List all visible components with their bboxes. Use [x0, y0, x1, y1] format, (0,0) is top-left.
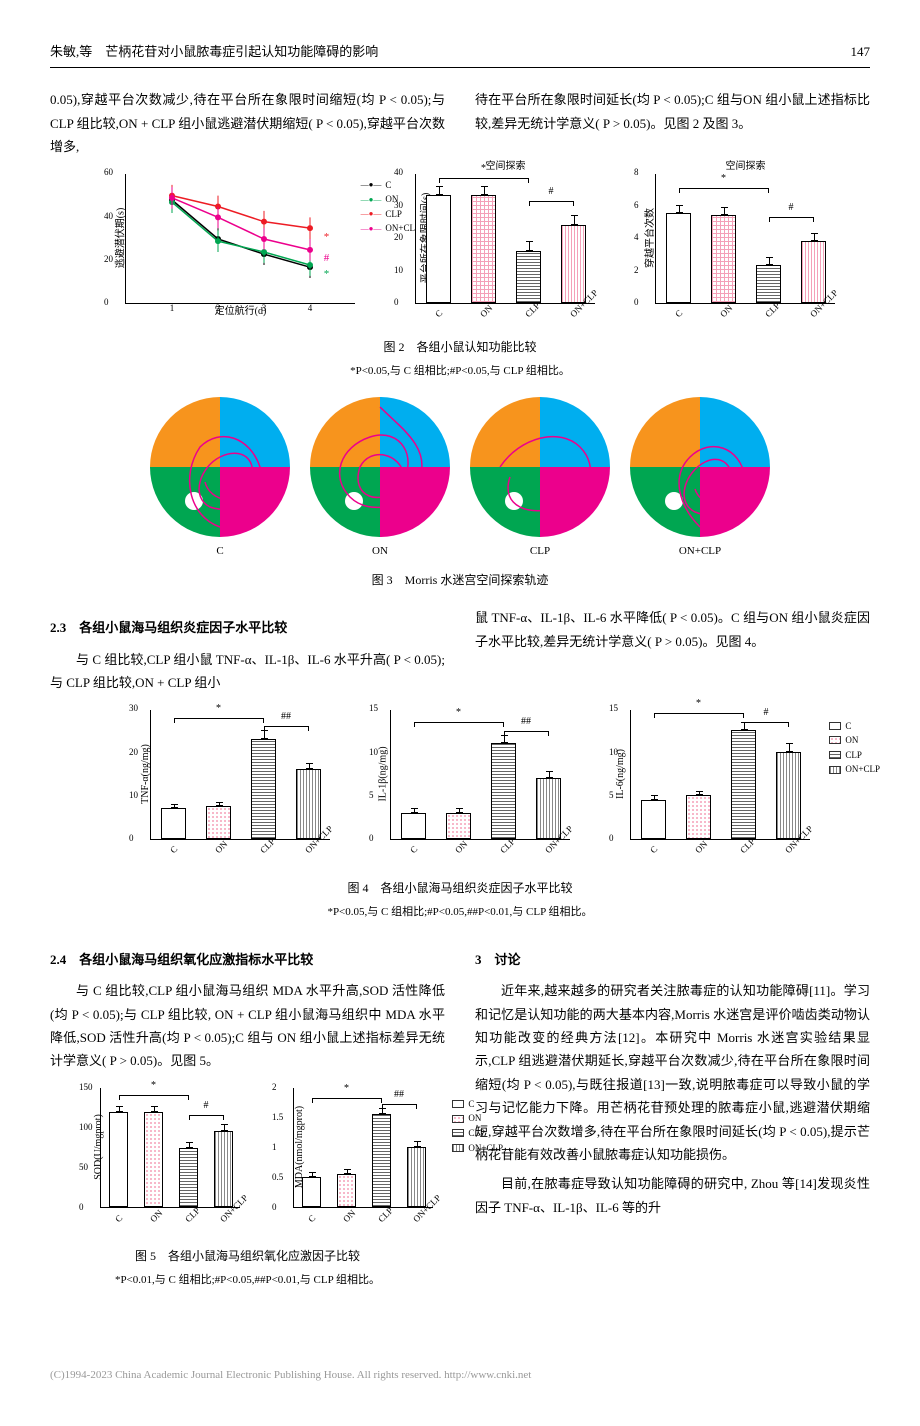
fig3-row: CONCLPON+CLP — [50, 397, 870, 562]
intro-right: 待在平台所在象限时间延长(均 P < 0.05);C 组与ON 组小鼠上述指标比… — [475, 88, 870, 158]
intro-text: 0.05),穿越平台次数减少,待在平台所在象限时间缩短(均 P < 0.05);… — [50, 88, 870, 158]
section-2-4-body: 与 C 组比较,CLP 组小鼠海马组织 MDA 水平升高,SOD 活性降低(均 … — [50, 979, 445, 1073]
fig2-bar-time: 空间探索平台所在象限时间(s)010203040CONCLPON+CLP*# — [415, 174, 595, 304]
section-2-4-heading: 2.4 各组小鼠海马组织氧化应激指标水平比较 — [50, 948, 445, 971]
fig2-row: 逃避潜伏期(s)定位航行(d)02040601234—●—C—●—ON—●—CL… — [50, 174, 870, 329]
fig5-note: *P<0.01,与 C 组相比;#P<0.05,##P<0.01,与 CLP 组… — [50, 1271, 445, 1291]
intro-left: 0.05),穿越平台次数减少,待在平台所在象限时间缩短(均 P < 0.05);… — [50, 88, 445, 158]
fig4-caption: 图 4 各组小鼠海马组织炎症因子水平比较 — [50, 878, 870, 900]
lower-section: 2.4 各组小鼠海马组织氧化应激指标水平比较 与 C 组比较,CLP 组小鼠海马… — [50, 938, 870, 1306]
fig4-row: TNF-α(ng/mg)0102030CONCLPON+CLP*##IL-1β(… — [50, 710, 870, 870]
fig3-caption: 图 3 Morris 水迷宫空间探索轨迹 — [50, 570, 870, 592]
fig2-line-chart: 逃避潜伏期(s)定位航行(d)02040601234—●—C—●—ON—●—CL… — [125, 174, 355, 304]
fig5-row: SOD(U/mgprot)050100150CONCLPON+CLP*#MDA(… — [50, 1088, 445, 1238]
running-title: 朱敏,等 芒柄花苷对小鼠脓毒症引起认知功能障碍的影响 — [50, 40, 378, 63]
fig4-note: *P<0.05,与 C 组相比;#P<0.05,##P<0.01,与 CLP 组… — [50, 903, 870, 923]
fig5-caption: 图 5 各组小鼠海马组织氧化应激因子比较 — [50, 1246, 445, 1268]
section-2-3: 2.3 各组小鼠海马组织炎症因子水平比较 与 C 组比较,CLP 组小鼠 TNF… — [50, 606, 870, 694]
maze-C — [150, 397, 290, 537]
section-2-3-heading: 2.3 各组小鼠海马组织炎症因子水平比较 — [50, 616, 445, 639]
discussion-heading: 3 讨论 — [475, 948, 870, 971]
maze-CLP — [470, 397, 610, 537]
page-header: 朱敏,等 芒柄花苷对小鼠脓毒症引起认知功能障碍的影响 147 — [50, 40, 870, 68]
maze-ON+CLP — [630, 397, 770, 537]
maze-ON — [310, 397, 450, 537]
page-number: 147 — [851, 40, 871, 63]
discussion-body: 近年来,越来越多的研究者关注脓毒症的认知功能障碍[11]。学习和记忆是认知功能的… — [475, 979, 870, 1219]
footer: (C)1994-2023 China Academic Journal Elec… — [50, 1366, 870, 1386]
fig2-bar-cross: 空间探索穿越平台次数02468CONCLPON+CLP*# — [655, 174, 835, 304]
section-2-3-left: 与 C 组比较,CLP 组小鼠 TNF-α、IL-1β、IL-6 水平升高( P… — [50, 648, 445, 695]
fig2-note: *P<0.05,与 C 组相比;#P<0.05,与 CLP 组相比。 — [50, 362, 870, 382]
fig2-caption: 图 2 各组小鼠认知功能比较 — [50, 337, 870, 359]
section-2-3-right: 鼠 TNF-α、IL-1β、IL-6 水平降低( P < 0.05)。C 组与O… — [475, 606, 870, 694]
